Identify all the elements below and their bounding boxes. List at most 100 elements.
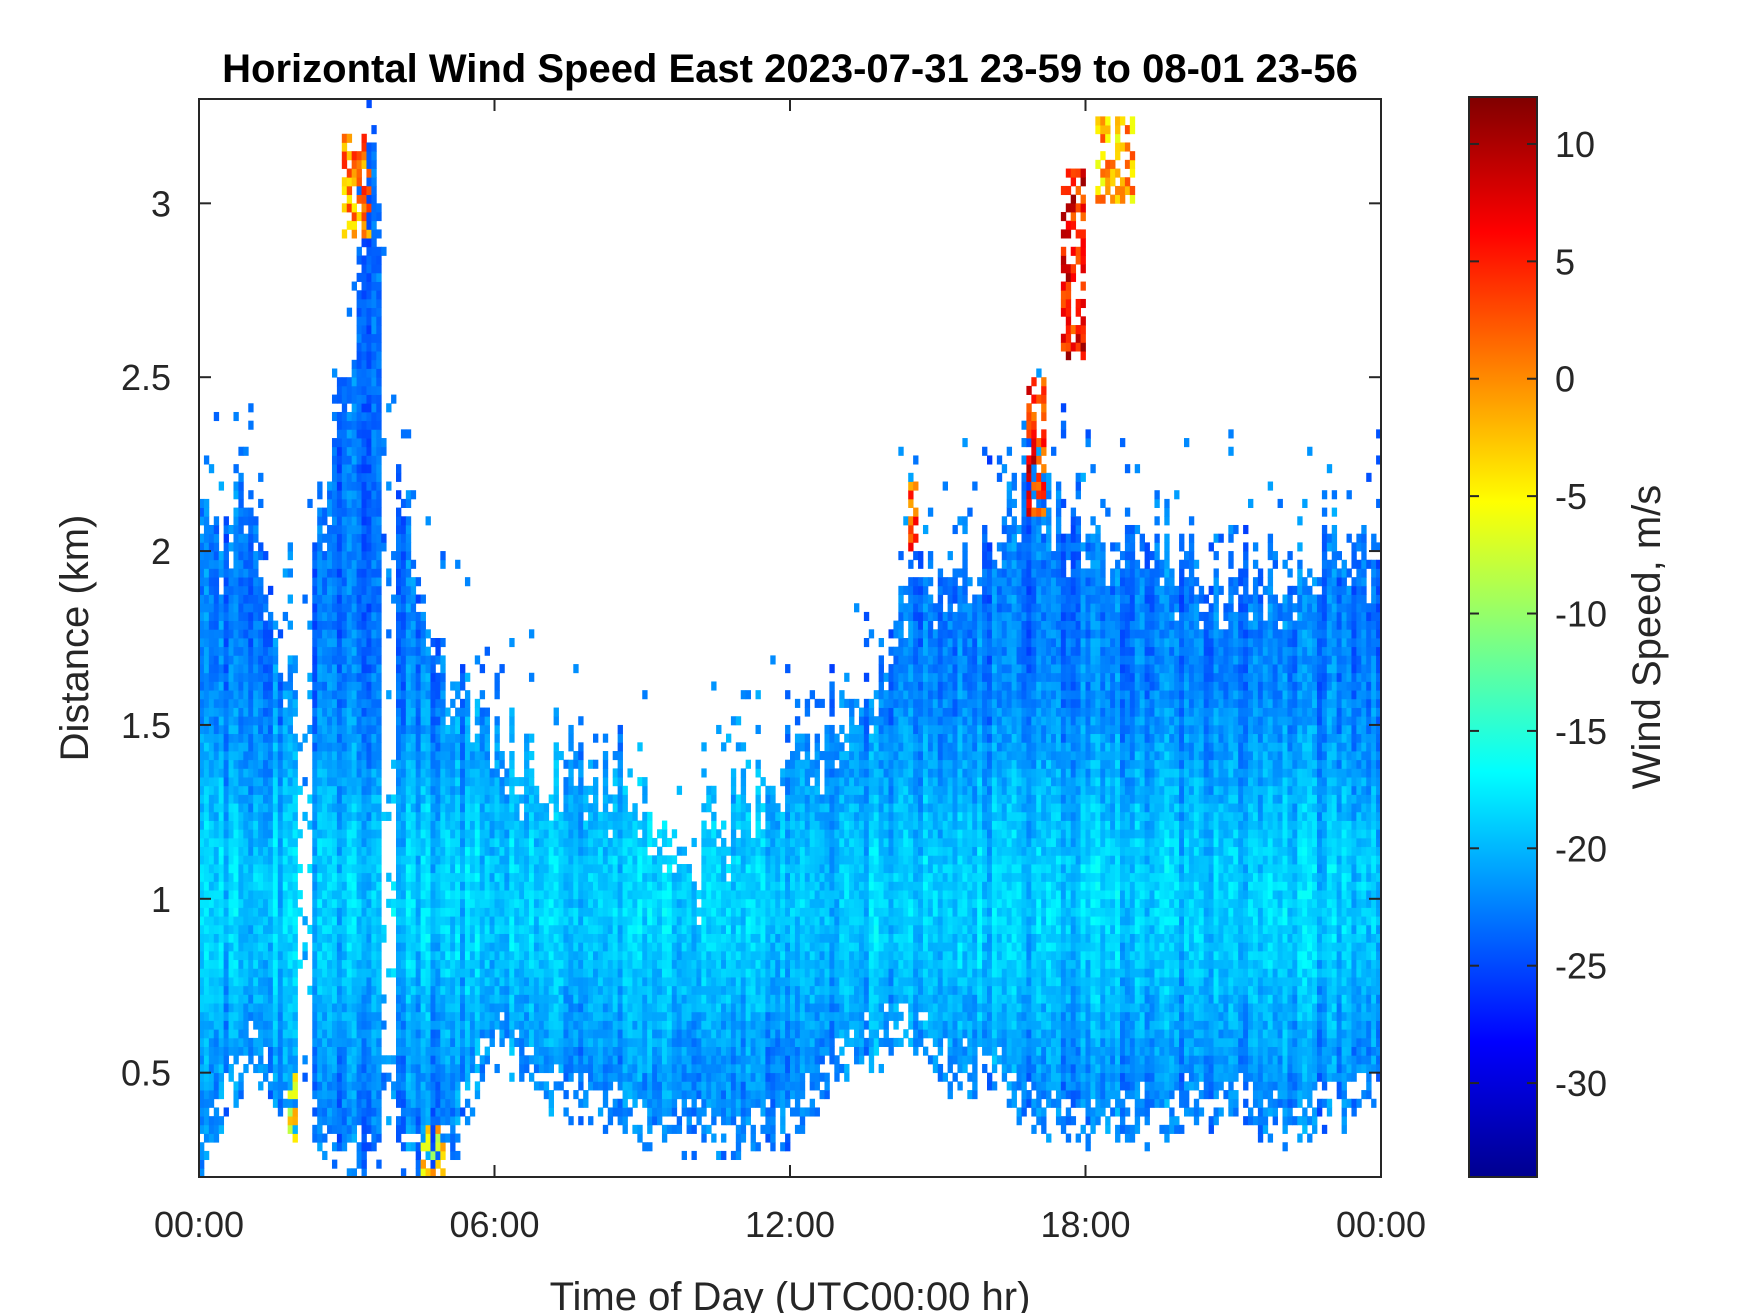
heatmap-cell (588, 924, 594, 934)
heatmap-cell (440, 985, 446, 995)
heatmap-cell (642, 890, 648, 900)
heatmap-cell (351, 638, 357, 648)
heatmap-cell (336, 794, 343, 804)
heatmap-cell (199, 1168, 205, 1178)
heatmap-cell (356, 542, 362, 552)
heatmap-cell (287, 864, 293, 874)
heatmap-cell (568, 907, 574, 917)
heatmap-cell (647, 872, 653, 882)
heatmap-cell (322, 638, 328, 648)
heatmap-cell (351, 568, 357, 578)
heatmap-cell (519, 794, 525, 804)
heatmap-cell (607, 1020, 614, 1030)
heatmap-cell (435, 1133, 441, 1143)
heatmap-cell (425, 646, 431, 656)
heatmap-cell (450, 1107, 456, 1117)
heatmap-cell (203, 1081, 210, 1091)
heatmap-cell (248, 551, 254, 561)
heatmap-cell (573, 1046, 579, 1056)
heatmap-cell (469, 1029, 476, 1039)
heatmap-cell (445, 1029, 451, 1039)
heatmap-cell (327, 916, 333, 926)
heatmap-cell (366, 664, 372, 674)
heatmap-cell (263, 881, 269, 891)
heatmap-cell (263, 551, 269, 561)
heatmap-cell (292, 1037, 298, 1047)
heatmap-cell (460, 803, 466, 813)
heatmap-cell (287, 733, 293, 743)
heatmap-cell (253, 855, 259, 865)
heatmap-cell (292, 977, 298, 987)
heatmap-cell (233, 742, 239, 752)
heatmap-cell (533, 977, 540, 987)
heatmap-cell (282, 1037, 289, 1047)
heatmap-cell (322, 559, 328, 569)
heatmap-cell (519, 1063, 525, 1074)
heatmap-cell (514, 890, 520, 900)
heatmap-cell (267, 994, 274, 1004)
heatmap-cell (228, 724, 234, 735)
heatmap-cell (400, 1090, 407, 1100)
heatmap-cell (528, 768, 535, 778)
heatmap-cell (346, 811, 353, 821)
heatmap-cell (410, 1107, 417, 1117)
heatmap-cell (642, 916, 648, 926)
heatmap-cell (331, 1116, 338, 1126)
heatmap-cell (553, 1037, 559, 1047)
heatmap-cell (415, 820, 422, 830)
heatmap-cell (208, 629, 215, 639)
heatmap-cell (391, 551, 397, 561)
heatmap-cell (440, 1011, 446, 1021)
heatmap-cell (317, 977, 323, 987)
heatmap-cell (213, 1046, 220, 1056)
heatmap-cell (366, 1037, 372, 1047)
heatmap-cell (331, 603, 338, 613)
heatmap-cell (351, 516, 357, 526)
heatmap-cell (524, 1020, 530, 1030)
heatmap-cell (346, 898, 353, 908)
heatmap-cell (607, 1063, 614, 1074)
heatmap-cell (396, 638, 402, 648)
heatmap-cell (253, 611, 259, 622)
heatmap-cell (277, 872, 284, 882)
heatmap-cell (479, 751, 486, 761)
heatmap-cell (208, 542, 215, 552)
heatmap-cell (588, 1029, 594, 1039)
heatmap-cell (410, 803, 417, 813)
heatmap-cell (494, 881, 500, 891)
heatmap-cell (327, 855, 333, 865)
heatmap-cell (213, 977, 220, 987)
heatmap-cell (410, 724, 417, 735)
heatmap-cell (504, 846, 510, 856)
heatmap-cell (327, 1124, 333, 1134)
heatmap-cell (509, 942, 515, 952)
heatmap-cell (573, 1003, 579, 1013)
heatmap-cell (455, 690, 461, 700)
heatmap-cell (647, 1090, 653, 1100)
heatmap-cell (267, 1046, 274, 1056)
heatmap-cell (425, 864, 431, 874)
heatmap-cell (469, 985, 476, 995)
heatmap-cell (336, 846, 343, 856)
heatmap-cell (376, 325, 382, 335)
heatmap-cell (440, 1081, 446, 1091)
heatmap-cell (460, 733, 466, 743)
heatmap-cell (484, 846, 490, 856)
heatmap-cell (588, 1081, 594, 1091)
heatmap-cell (489, 794, 495, 804)
heatmap-cell (612, 846, 619, 856)
heatmap-cell (396, 985, 402, 995)
heatmap-cell (543, 846, 550, 856)
heatmap-cell (612, 811, 619, 821)
heatmap-cell (317, 898, 323, 908)
heatmap-cell (213, 559, 220, 569)
heatmap-cell (361, 551, 367, 561)
heatmap-cell (366, 246, 372, 256)
heatmap-cell (460, 811, 466, 821)
heatmap-cell (617, 794, 623, 804)
heatmap-cell (430, 846, 436, 856)
heatmap-cell (223, 977, 229, 987)
heatmap-cell (455, 959, 461, 969)
heatmap-cell (622, 846, 628, 856)
heatmap-cell (346, 1098, 353, 1108)
